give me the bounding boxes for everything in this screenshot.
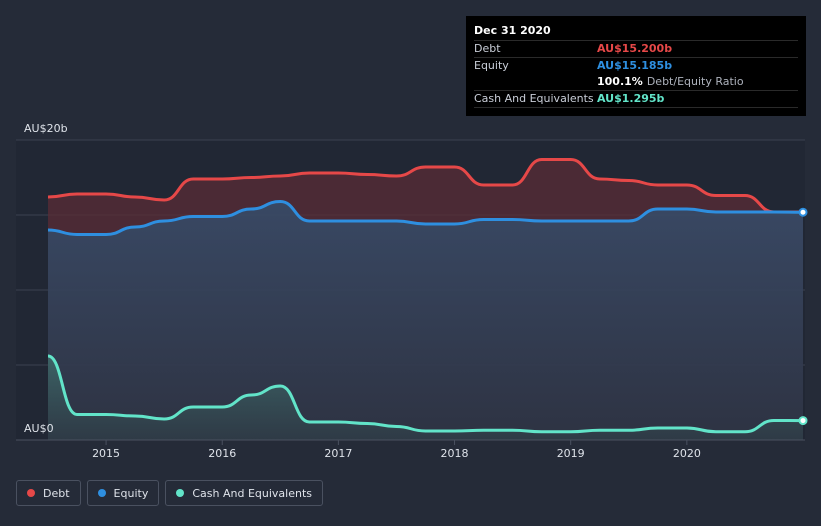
cash-area	[48, 356, 803, 440]
tooltip-cash-label: Cash And Equivalents	[474, 92, 594, 105]
tooltip-cash-value: AU$1.295b	[597, 92, 665, 105]
legend: Debt Equity Cash And Equivalents	[16, 480, 323, 506]
tooltip-ratio-row: 100.1% Debt/Equity Ratio	[474, 74, 798, 90]
tooltip-ratio-spacer	[474, 74, 597, 90]
tooltip-ratio-value: 100.1%	[597, 75, 643, 88]
y-tick-label: AU$0	[24, 422, 54, 435]
tooltip-equity-row: Equity AU$15.185b	[474, 57, 798, 74]
tooltip-date: Dec 31 2020	[474, 24, 551, 37]
legend-equity[interactable]: Equity	[86, 480, 160, 506]
x-tick-label: 2015	[92, 447, 120, 460]
series-areas	[48, 159, 803, 440]
tooltip-cash-row: Cash And Equivalents AU$1.295b	[474, 90, 798, 108]
cash-end-point	[798, 416, 808, 426]
x-tick-label: 2017	[324, 447, 352, 460]
tooltip-equity-value: AU$15.185b	[597, 59, 673, 72]
legend-cash-dot-icon	[176, 489, 185, 497]
x-tick-label: 2016	[208, 447, 236, 460]
equity-line	[47, 199, 804, 236]
y-tick-label: AU$20b	[24, 122, 68, 135]
debt-line	[47, 157, 803, 214]
legend-equity-label: Equity	[113, 486, 149, 500]
legend-equity-dot-icon	[97, 489, 106, 497]
tooltip-debt-value: AU$15.200b	[597, 42, 673, 55]
axis-ticks: AU$20b AU$0 2015 2016 2017 2018 2019 2020	[16, 122, 805, 460]
legend-debt-label: Debt	[43, 486, 70, 500]
tooltip-ratio-label: Debt/Equity Ratio	[646, 75, 744, 88]
equity-end-point	[798, 207, 808, 217]
equity-area	[48, 201, 803, 440]
tooltip-debt-label: Debt	[474, 42, 501, 55]
x-tick-label: 2020	[673, 447, 701, 460]
tooltip-equity-label: Equity	[474, 59, 509, 72]
x-tick-label: 2019	[557, 447, 585, 460]
tooltip-debt-row: Debt AU$15.200b	[474, 40, 798, 57]
series-lines	[47, 157, 808, 434]
legend-cash[interactable]: Cash And Equivalents	[165, 480, 323, 506]
legend-debt-dot-icon	[27, 489, 35, 497]
tooltip: Dec 31 2020 Debt AU$15.200b Equity AU$15…	[466, 16, 806, 116]
legend-debt[interactable]: Debt	[16, 480, 81, 506]
x-tick-label: 2018	[441, 447, 469, 460]
cash-line	[47, 354, 804, 434]
legend-cash-label: Cash And Equivalents	[192, 486, 312, 500]
